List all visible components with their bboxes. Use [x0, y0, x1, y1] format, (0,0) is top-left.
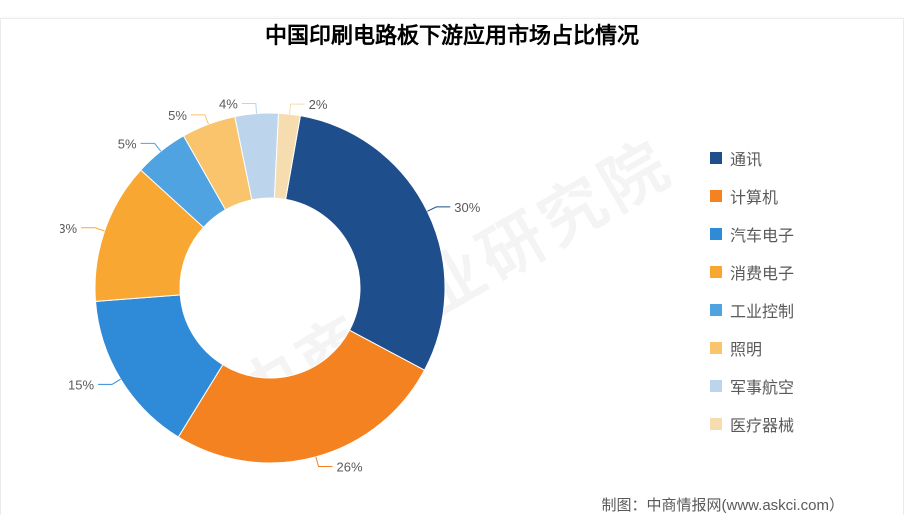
legend-label: 汽车电子 — [730, 222, 794, 246]
legend-item: 医疗器械 — [710, 412, 794, 436]
chart-title: 中国印刷电路板下游应用市场占比情况 — [0, 18, 904, 50]
slice-label: 4% — [219, 97, 238, 112]
legend-item: 照明 — [710, 336, 794, 360]
leader-line — [141, 143, 161, 151]
legend-label: 军事航空 — [730, 374, 794, 398]
legend-item: 计算机 — [710, 184, 794, 208]
attribution-prefix: 制图： — [601, 497, 646, 514]
legend-item: 汽车电子 — [710, 222, 794, 246]
legend-swatch — [710, 266, 722, 278]
leader-line — [316, 457, 333, 467]
slice-label: 13% — [60, 221, 78, 236]
legend-swatch — [710, 152, 722, 164]
legend-swatch — [710, 304, 722, 316]
legend-item: 军事航空 — [710, 374, 794, 398]
leader-line — [191, 115, 209, 124]
legend-label: 计算机 — [730, 184, 778, 208]
slice-label: 26% — [337, 460, 363, 475]
slice — [286, 116, 445, 370]
legend-swatch — [710, 380, 722, 392]
legend-label: 通讯 — [730, 146, 762, 170]
leader-line — [427, 207, 450, 211]
legend-swatch — [710, 342, 722, 354]
legend-item: 消费电子 — [710, 260, 794, 284]
legend-label: 消费电子 — [730, 260, 794, 284]
legend-item: 工业控制 — [710, 298, 794, 322]
attribution-text: 中商情报网(www.askci.com） — [646, 497, 844, 514]
legend-swatch — [710, 190, 722, 202]
legend-label: 工业控制 — [730, 298, 794, 322]
donut-chart: 30% 26% 15% 13% 5% 5% 4% 2% — [60, 78, 480, 498]
slice-label: 5% — [118, 136, 137, 151]
leader-line — [290, 104, 305, 114]
slice-label: 5% — [168, 108, 187, 123]
slice-label: 2% — [309, 97, 328, 112]
slice-label: 15% — [68, 377, 94, 392]
legend-label: 照明 — [730, 336, 762, 360]
legend-swatch — [710, 228, 722, 240]
legend-label: 医疗器械 — [730, 412, 794, 436]
legend-swatch — [710, 418, 722, 430]
leader-line — [81, 228, 104, 231]
leader-line — [242, 104, 257, 114]
legend-item: 通讯 — [710, 146, 794, 170]
slice — [178, 330, 424, 463]
legend: 通讯计算机汽车电子消费电子工业控制照明军事航空医疗器械 — [710, 146, 794, 450]
slice-label: 30% — [454, 200, 480, 215]
attribution: 制图：中商情报网(www.askci.com） — [601, 494, 844, 515]
leader-line — [98, 379, 121, 384]
